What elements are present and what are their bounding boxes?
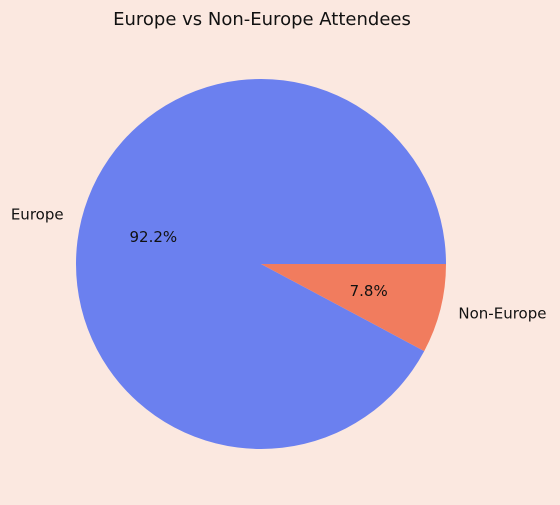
pie-percent-label: 92.2% — [129, 228, 177, 246]
pie-category-label: Non-Europe — [458, 304, 546, 322]
pie-slices — [76, 78, 446, 450]
chart-title: Europe vs Non-Europe Attendees — [113, 9, 411, 30]
pie-labels: 92.2% Europe 7.8% Non-Europe — [11, 206, 547, 323]
pie-slice-non-europe — [261, 264, 446, 352]
pie-percent-label: 7.8% — [350, 282, 388, 300]
pie-slice-europe — [76, 78, 446, 450]
pie-category-label: Europe — [11, 206, 64, 224]
